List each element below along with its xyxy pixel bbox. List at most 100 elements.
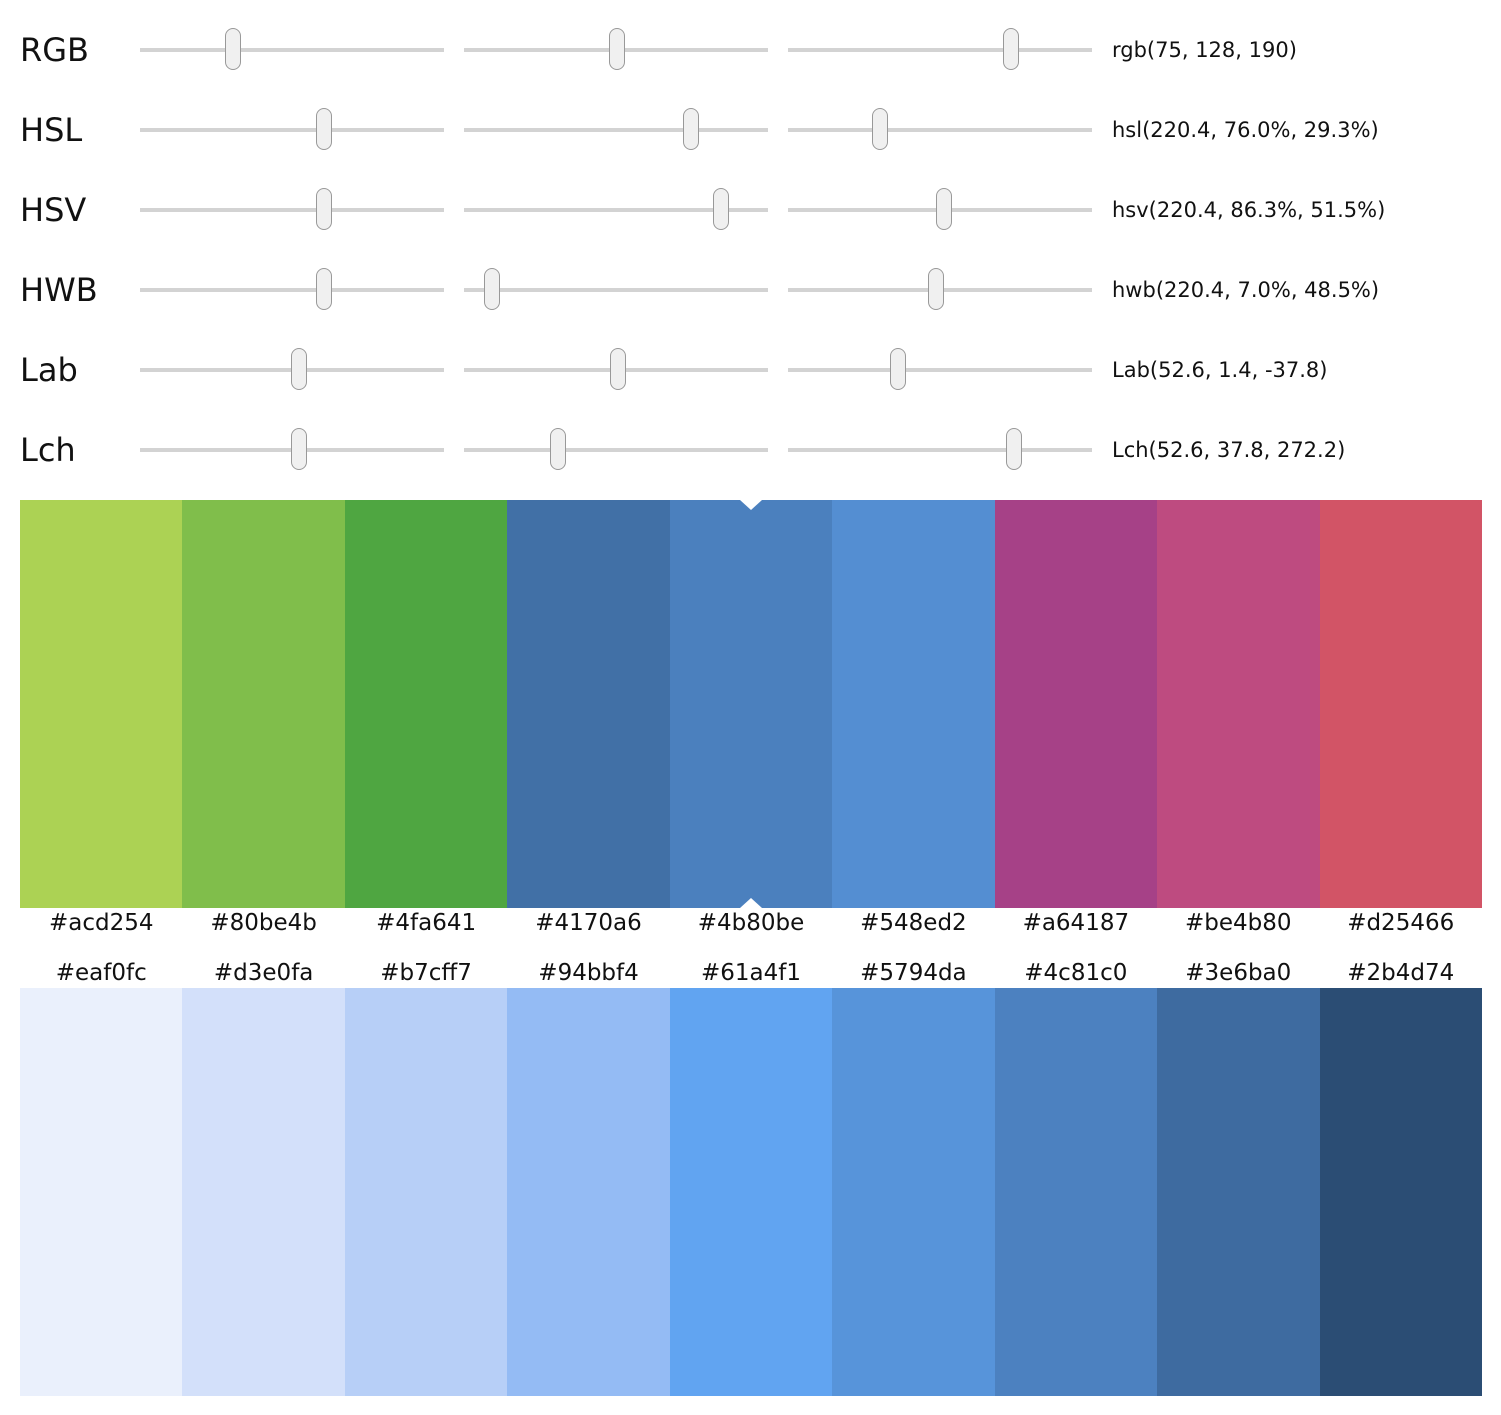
channel-slider-2[interactable] — [464, 348, 768, 392]
slider-track[interactable] — [464, 288, 768, 292]
slider-thumb[interactable] — [484, 268, 501, 310]
swatch-hex: #3e6ba0 — [1185, 960, 1292, 986]
swatch[interactable] — [507, 500, 670, 908]
swatch[interactable] — [994, 988, 1158, 1396]
model-label: HSL — [20, 111, 83, 149]
channel-slider-1[interactable] — [140, 188, 444, 232]
swatch-hex: #2b4d74 — [1347, 960, 1455, 986]
swatch[interactable] — [832, 988, 995, 1396]
shade-palette — [20, 988, 1482, 1396]
slider-thumb[interactable] — [291, 428, 308, 470]
swatch[interactable] — [20, 500, 183, 908]
slider-track[interactable] — [140, 48, 444, 52]
channel-slider-1[interactable] — [140, 268, 444, 312]
swatch-hex: #d3e0fa — [213, 960, 314, 986]
slider-thumb[interactable] — [550, 428, 567, 470]
channel-slider-3[interactable] — [788, 108, 1092, 152]
slider-track[interactable] — [464, 448, 768, 452]
model-row-rgb: RGB rgb(75, 128, 190) — [0, 10, 1501, 90]
swatch[interactable] — [20, 988, 183, 1396]
slider-thumb[interactable] — [610, 348, 627, 390]
slider-thumb[interactable] — [1002, 28, 1019, 70]
slider-track[interactable] — [464, 128, 768, 132]
swatch-hex: #be4b80 — [1185, 910, 1292, 936]
model-row-hsl: HSL hsl(220.4, 76.0%, 29.3%) — [0, 90, 1501, 170]
swatch-hex: #b7cff7 — [380, 960, 472, 986]
model-label: Lab — [20, 351, 78, 389]
slider-thumb[interactable] — [224, 28, 241, 70]
model-value: hsl(220.4, 76.0%, 29.3%) — [1112, 118, 1379, 142]
swatch[interactable] — [832, 500, 995, 908]
swatch-hex: #acd254 — [48, 910, 154, 936]
model-value: hsv(220.4, 86.3%, 51.5%) — [1112, 198, 1386, 222]
channel-slider-3[interactable] — [788, 428, 1092, 472]
channel-slider-2[interactable] — [464, 188, 768, 232]
slider-thumb[interactable] — [316, 268, 333, 310]
swatch[interactable] — [994, 500, 1158, 908]
channel-slider-2[interactable] — [464, 28, 768, 72]
swatch[interactable] — [1319, 500, 1482, 908]
model-value: hwb(220.4, 7.0%, 48.5%) — [1112, 278, 1380, 302]
slider-thumb[interactable] — [927, 268, 944, 310]
hue-palette-labels: #acd254 #80be4b #4fa641 #4170a6 #4b80be #548e… — [20, 908, 1482, 938]
swatch-hex: #4c81c0 — [1024, 960, 1128, 986]
channel-slider-3[interactable] — [788, 268, 1092, 312]
slider-track[interactable] — [788, 128, 1092, 132]
channel-slider-2[interactable] — [464, 268, 768, 312]
channel-slider-3[interactable] — [788, 188, 1092, 232]
swatch-hex: #80be4b — [210, 910, 317, 936]
model-label: RGB — [20, 31, 89, 69]
slider-track[interactable] — [140, 208, 444, 212]
swatch-hex: #4fa641 — [376, 910, 477, 936]
model-row-hwb: HWB hwb(220.4, 7.0%, 48.5%) — [0, 250, 1501, 330]
swatch[interactable] — [1319, 988, 1482, 1396]
swatch[interactable] — [344, 988, 508, 1396]
swatch[interactable] — [669, 500, 833, 908]
channel-slider-1[interactable] — [140, 108, 444, 152]
channel-slider-1[interactable] — [140, 348, 444, 392]
swatch[interactable] — [507, 988, 670, 1396]
swatch[interactable] — [182, 500, 345, 908]
slider-thumb[interactable] — [608, 28, 625, 70]
channel-slider-2[interactable] — [464, 428, 768, 472]
channel-slider-2[interactable] — [464, 108, 768, 152]
slider-thumb[interactable] — [889, 348, 906, 390]
model-row-lab: Lab Lab(52.6, 1.4, -37.8) — [0, 330, 1501, 410]
swatch[interactable] — [669, 988, 833, 1396]
slider-track[interactable] — [788, 48, 1092, 52]
swatch-hex: #94bbf4 — [538, 960, 639, 986]
model-value: rgb(75, 128, 190) — [1112, 38, 1297, 62]
slider-track[interactable] — [140, 128, 444, 132]
slider-thumb[interactable] — [712, 188, 729, 230]
channel-slider-3[interactable] — [788, 348, 1092, 392]
model-label: HSV — [20, 191, 87, 229]
slider-thumb[interactable] — [291, 348, 308, 390]
model-row-hsv: HSV hsv(220.4, 86.3%, 51.5%) — [0, 170, 1501, 250]
slider-track[interactable] — [140, 288, 444, 292]
channel-slider-1[interactable] — [140, 28, 444, 72]
slider-track[interactable] — [464, 208, 768, 212]
swatch[interactable] — [182, 988, 345, 1396]
model-label: HWB — [20, 271, 98, 309]
swatch-hex: #5794da — [860, 960, 967, 986]
swatch[interactable] — [1157, 500, 1320, 908]
slider-thumb[interactable] — [316, 188, 333, 230]
slider-thumb[interactable] — [316, 108, 333, 150]
swatch-hex: #d25466 — [1347, 910, 1455, 936]
swatch[interactable] — [1157, 988, 1320, 1396]
slider-thumb[interactable] — [872, 108, 889, 150]
slider-track[interactable] — [788, 368, 1092, 372]
slider-thumb[interactable] — [936, 188, 953, 230]
selected-marker-top-icon — [740, 500, 762, 510]
channel-slider-1[interactable] — [140, 428, 444, 472]
slider-track[interactable] — [788, 448, 1092, 452]
swatch-hex: #548ed2 — [860, 910, 967, 936]
channel-slider-3[interactable] — [788, 28, 1092, 72]
swatch-hex: #a64187 — [1022, 910, 1130, 936]
slider-thumb[interactable] — [1005, 428, 1022, 470]
swatch-hex: #4170a6 — [535, 910, 642, 936]
swatch-hex: #4b80be — [697, 910, 805, 936]
shade-palette-labels: #eaf0fc #d3e0fa #b7cff7 #94bbf4 #61a4f1 #5794… — [20, 958, 1482, 988]
slider-thumb[interactable] — [682, 108, 699, 150]
swatch[interactable] — [344, 500, 508, 908]
